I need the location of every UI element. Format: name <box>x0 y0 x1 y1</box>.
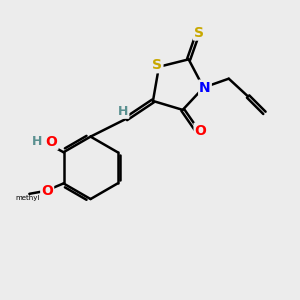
Text: O: O <box>41 184 53 198</box>
Text: O: O <box>195 124 206 138</box>
Text: H: H <box>118 105 128 118</box>
Text: H: H <box>32 135 42 148</box>
Text: O: O <box>46 135 58 149</box>
Text: methyl: methyl <box>16 195 40 201</box>
Text: S: S <box>152 58 162 72</box>
Text: S: S <box>194 26 204 40</box>
Text: N: N <box>199 81 211 94</box>
